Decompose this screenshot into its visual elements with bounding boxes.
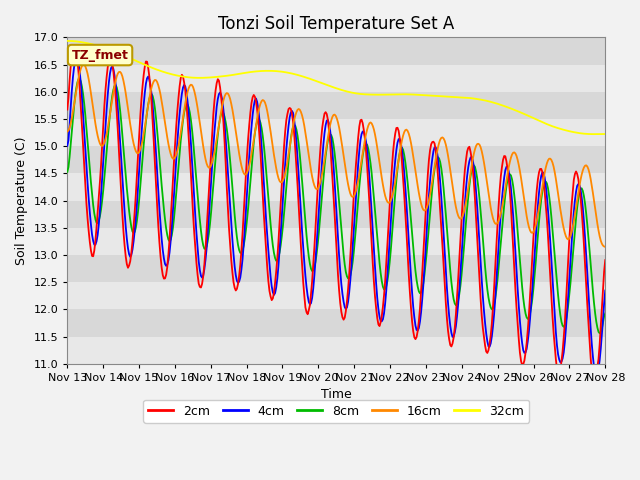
Bar <box>67 309 605 336</box>
X-axis label: Time: Time <box>321 388 351 401</box>
Title: Tonzi Soil Temperature Set A: Tonzi Soil Temperature Set A <box>218 15 454 33</box>
Bar <box>67 255 605 282</box>
Bar <box>67 173 605 201</box>
Bar <box>67 201 605 228</box>
Bar <box>67 228 605 255</box>
Bar <box>67 64 605 92</box>
Bar <box>67 336 605 364</box>
Bar <box>67 146 605 173</box>
Bar <box>67 92 605 119</box>
Legend: 2cm, 4cm, 8cm, 16cm, 32cm: 2cm, 4cm, 8cm, 16cm, 32cm <box>143 400 529 423</box>
Text: TZ_fmet: TZ_fmet <box>72 48 129 61</box>
Bar <box>67 37 605 64</box>
Y-axis label: Soil Temperature (C): Soil Temperature (C) <box>15 136 28 265</box>
Bar <box>67 119 605 146</box>
Bar <box>67 282 605 309</box>
